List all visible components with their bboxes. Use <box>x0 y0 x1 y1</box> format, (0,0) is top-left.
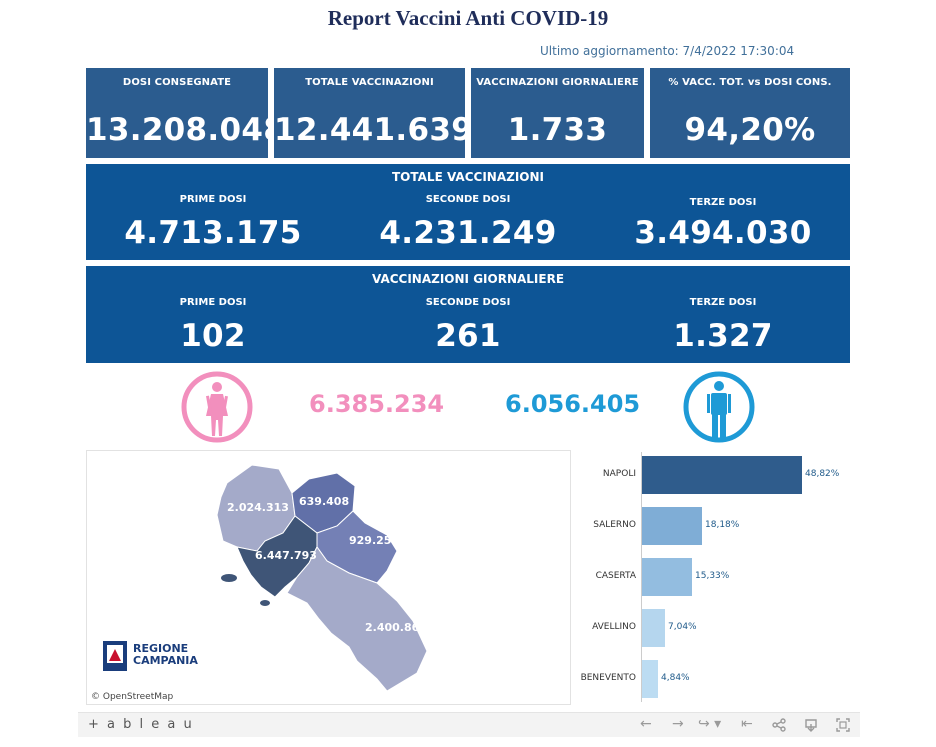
kpi-dosi-consegnate: DOSI CONSEGNATE 13.208.048 <box>86 68 286 158</box>
col-value: 3.494.030 <box>634 215 812 251</box>
download-icon[interactable] <box>804 718 818 732</box>
kpi-value: 94,20% <box>684 112 816 148</box>
bar-caserta[interactable] <box>642 558 692 596</box>
panel-header: TOTALE VACCINAZIONI <box>392 170 544 184</box>
bar-category-label: CASERTA <box>595 571 636 581</box>
redo-button[interactable]: → <box>672 716 684 732</box>
col-label: TERZE DOSI <box>689 297 757 308</box>
panel-header: VACCINAZIONI GIORNALIERE <box>371 272 565 286</box>
totale-terze-dosi: TERZE DOSI 3.494.030 <box>596 197 850 251</box>
col-value: 261 <box>435 318 501 354</box>
col-label: PRIME DOSI <box>179 194 247 205</box>
giornaliere-terze-dosi: TERZE DOSI 1.327 <box>596 297 850 354</box>
male-icon <box>683 371 755 443</box>
col-value: 1.327 <box>673 318 773 354</box>
female-icon <box>181 371 253 443</box>
bar-value-label: 48,82% <box>805 469 840 479</box>
province-map-svg <box>216 464 428 692</box>
bar-salerno[interactable] <box>642 507 702 545</box>
osm-attribution[interactable]: © OpenStreetMap <box>91 692 174 702</box>
kpi-label: TOTALE VACCINAZIONI <box>305 77 434 88</box>
label-avellino: 929.257 <box>349 534 400 547</box>
bar-avellino[interactable] <box>642 609 665 647</box>
fullscreen-icon[interactable] <box>836 718 850 732</box>
report-title: Report Vaccini Anti COVID-19 <box>327 6 609 30</box>
col-label: PRIME DOSI <box>179 297 247 308</box>
kpi-value: 1.733 <box>507 112 608 148</box>
label-benevento: 639.408 <box>299 495 350 508</box>
last-updated: Ultimo aggiornamento: 7/4/2022 17:30:04 <box>540 44 795 58</box>
col-label: TERZE DOSI <box>689 197 757 208</box>
kpi-percentuale-vacc: % VACC. TOT. vs DOSI CONS. 94,20% <box>650 68 850 158</box>
totale-seconde-dosi: SECONDE DOSI 4.231.249 <box>341 194 595 251</box>
campania-shield-icon <box>103 641 127 671</box>
logo-line-2: CAMPANIA <box>133 654 198 667</box>
giornaliere-seconde-dosi: SECONDE DOSI 261 <box>341 297 595 354</box>
kpi-label: % VACC. TOT. vs DOSI CONS. <box>668 77 832 88</box>
col-label: SECONDE DOSI <box>425 194 511 205</box>
giornaliere-prime-dosi: PRIME DOSI 102 <box>86 297 340 354</box>
bar-category-label: AVELLINO <box>592 622 636 632</box>
bar-category-label: NAPOLI <box>602 469 636 479</box>
tableau-toolbar: + a b l e a u ← → ↪ ▾ ⇤ <box>78 712 860 737</box>
logo-text: REGIONE CAMPANIA <box>133 643 198 667</box>
reset-button[interactable]: ⇤ <box>741 716 753 732</box>
label-caserta: 2.024.313 <box>227 501 289 514</box>
male-count: 6.056.405 <box>505 390 641 418</box>
revert-button[interactable]: ↪ ▾ <box>698 716 722 732</box>
kpi-value: 13.208.048 <box>86 112 286 148</box>
col-value: 4.231.249 <box>379 215 557 251</box>
undo-button[interactable]: ← <box>640 716 652 732</box>
col-label: SECONDE DOSI <box>425 297 511 308</box>
label-salerno: 2.400.868 <box>365 621 427 634</box>
totale-prime-dosi: PRIME DOSI 4.713.175 <box>86 194 340 251</box>
bar-value-label: 7,04% <box>668 622 697 632</box>
kpi-vaccinazioni-giornaliere: VACCINAZIONI GIORNALIERE 1.733 <box>471 68 644 158</box>
bar-category-label: BENEVENTO <box>580 673 636 683</box>
campania-map[interactable]: 2.024.313 639.408 929.257 6.447.793 2.40… <box>86 450 571 705</box>
kpi-value: 12.441.639 <box>274 112 474 148</box>
col-value: 102 <box>180 318 246 354</box>
logo-line-1: REGIONE <box>133 642 189 655</box>
col-value: 4.713.175 <box>124 215 302 251</box>
kpi-totale-vaccinazioni: TOTALE VACCINAZIONI 12.441.639 <box>274 68 474 158</box>
bar-value-label: 15,33% <box>695 571 730 581</box>
bar-napoli[interactable] <box>642 456 802 494</box>
province-salerno <box>286 546 428 692</box>
vaccinazioni-giornaliere-panel: VACCINAZIONI GIORNALIERE PRIME DOSI 102 … <box>86 266 850 363</box>
tableau-logo[interactable]: + a b l e a u <box>88 717 194 732</box>
bar-value-label: 4,84% <box>661 673 690 683</box>
bar-axis <box>641 452 642 702</box>
female-count: 6.385.234 <box>309 390 445 418</box>
label-napoli: 6.447.793 <box>255 549 317 562</box>
kpi-label: DOSI CONSEGNATE <box>122 77 232 88</box>
bar-category-label: SALERNO <box>593 520 636 530</box>
share-icon[interactable] <box>772 718 786 732</box>
bar-value-label: 18,18% <box>705 520 740 530</box>
totale-vaccinazioni-panel: TOTALE VACCINAZIONI PRIME DOSI 4.713.175… <box>86 164 850 260</box>
bar-benevento[interactable] <box>642 660 658 698</box>
kpi-label: VACCINAZIONI GIORNALIERE <box>476 77 639 88</box>
